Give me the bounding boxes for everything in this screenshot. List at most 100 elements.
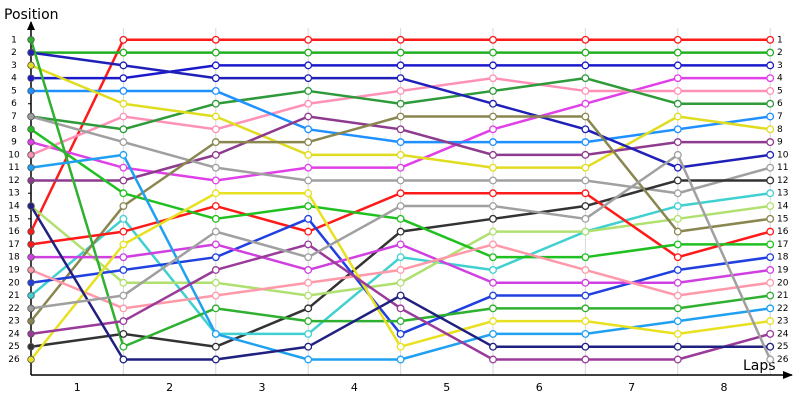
position-marker <box>396 150 405 159</box>
y-tick-label: 13 <box>8 189 19 199</box>
position-marker <box>27 304 35 313</box>
position-marker <box>673 214 682 223</box>
position-marker <box>673 240 682 249</box>
y-tick-label-right: 8 <box>777 125 783 135</box>
position-marker <box>27 112 35 121</box>
position-marker <box>673 35 682 44</box>
y-tick-label: 19 <box>8 265 20 275</box>
y-tick-label-right: 22 <box>777 304 788 314</box>
position-marker <box>673 48 682 57</box>
position-marker <box>766 317 775 326</box>
position-marker <box>396 342 405 351</box>
y-tick-label: 17 <box>8 240 19 250</box>
position-marker <box>673 342 682 351</box>
position-marker <box>27 253 35 261</box>
x-tick-label: 7 <box>628 381 635 394</box>
position-marker <box>766 240 775 249</box>
position-marker <box>396 112 405 121</box>
position-marker <box>489 176 497 185</box>
position-marker <box>211 48 220 57</box>
position-marker <box>581 189 590 198</box>
position-marker <box>581 35 590 44</box>
position-marker <box>489 86 497 95</box>
position-marker <box>396 74 405 83</box>
position-marker <box>27 317 35 325</box>
y-tick-label: 1 <box>11 35 17 45</box>
position-marker <box>119 35 128 44</box>
position-marker <box>489 61 497 70</box>
position-marker <box>304 189 313 198</box>
position-marker <box>489 355 497 364</box>
position-marker <box>304 74 313 83</box>
position-marker <box>581 125 590 134</box>
y-tick-label: 7 <box>11 112 17 122</box>
position-marker <box>489 304 497 313</box>
position-marker <box>304 304 313 313</box>
position-marker <box>766 329 775 338</box>
position-marker <box>766 99 775 108</box>
position-marker <box>766 163 775 172</box>
position-marker <box>489 189 497 198</box>
position-marker <box>581 163 590 172</box>
y-tick-label: 20 <box>8 278 20 288</box>
position-marker <box>27 279 35 287</box>
position-marker <box>27 87 35 95</box>
position-marker <box>211 253 220 262</box>
x-tick-label: 6 <box>536 381 543 394</box>
position-marker <box>766 176 775 185</box>
y-tick-label-right: 11 <box>777 163 788 173</box>
position-marker <box>489 227 497 236</box>
position-marker <box>766 189 775 198</box>
position-marker <box>119 266 128 274</box>
y-axis-title: Position <box>4 7 59 23</box>
position-marker <box>489 202 497 210</box>
position-marker <box>673 125 682 134</box>
position-marker <box>766 214 775 223</box>
position-marker <box>489 317 497 326</box>
y-tick-label: 15 <box>8 214 19 224</box>
position-marker <box>581 266 590 274</box>
position-marker <box>489 35 497 44</box>
position-marker <box>766 355 775 364</box>
position-marker <box>489 99 497 108</box>
position-marker <box>119 99 128 108</box>
position-marker <box>766 342 775 351</box>
position-marker <box>304 342 313 351</box>
position-marker <box>581 355 590 364</box>
y-tick-label-right: 19 <box>777 265 789 275</box>
position-marker <box>489 112 497 121</box>
position-marker <box>304 266 313 274</box>
position-marker <box>211 150 220 159</box>
position-marker <box>489 240 497 249</box>
position-marker <box>119 355 128 364</box>
position-marker <box>119 189 128 198</box>
x-tick-label: 5 <box>443 381 450 394</box>
position-marker <box>673 253 682 262</box>
position-marker <box>766 74 775 83</box>
x-tick-label: 4 <box>351 381 358 394</box>
position-marker <box>766 61 775 70</box>
position-marker <box>766 202 775 210</box>
y-tick-label-right: 26 <box>777 355 789 365</box>
position-marker <box>211 202 220 210</box>
position-marker <box>211 112 220 121</box>
position-marker <box>581 329 590 338</box>
position-marker <box>489 329 497 338</box>
position-marker <box>211 278 220 287</box>
position-marker <box>211 214 220 223</box>
position-marker <box>27 176 35 185</box>
position-marker <box>673 150 682 159</box>
position-marker <box>489 214 497 223</box>
position-marker <box>673 61 682 70</box>
position-marker <box>304 202 313 210</box>
position-marker <box>581 138 590 147</box>
position-marker <box>27 240 35 249</box>
position-marker <box>211 355 220 364</box>
position-marker <box>673 291 682 300</box>
position-marker <box>396 138 405 147</box>
position-marker <box>581 112 590 121</box>
position-marker <box>119 176 128 185</box>
position-marker <box>673 99 682 108</box>
position-marker <box>581 278 590 287</box>
